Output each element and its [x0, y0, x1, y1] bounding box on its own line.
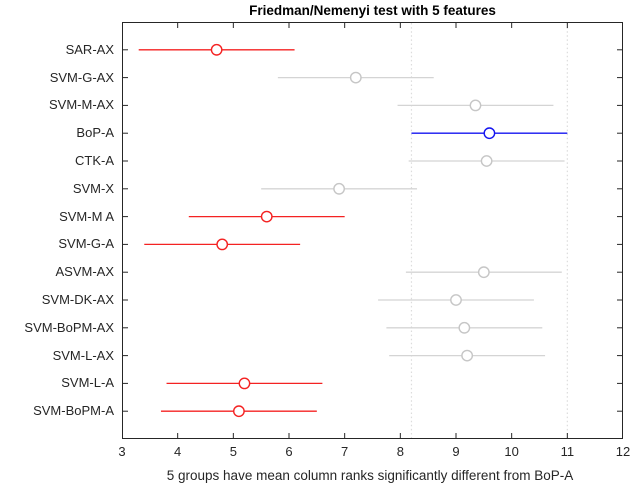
group-mean-marker	[469, 99, 482, 112]
y-axis-label: SVM-BoPM-A	[33, 403, 114, 419]
x-tick-label: 4	[174, 444, 182, 459]
x-tick-label: 7	[341, 444, 349, 459]
x-tick-label: 5	[229, 444, 237, 459]
y-axis-label: SVM-M A	[59, 208, 114, 224]
x-tick-label: 9	[452, 444, 460, 459]
y-axis-label: SVM-BoPM-AX	[24, 319, 114, 335]
chart-title: Friedman/Nemenyi test with 5 features	[249, 3, 496, 18]
group-mean-marker	[210, 43, 223, 56]
y-axis-label: SVM-L-A	[61, 375, 114, 391]
group-mean-marker	[450, 294, 462, 306]
y-axis-label: SVM-M-AX	[49, 97, 114, 113]
x-tick-label: 6	[285, 444, 293, 459]
x-tick-label: 8	[396, 444, 404, 459]
group-mean-marker	[458, 321, 471, 334]
group-mean-marker	[233, 405, 245, 418]
group-mean-marker	[238, 377, 251, 390]
y-axis-label: BoP-A	[76, 125, 114, 141]
group-mean-marker	[260, 210, 273, 223]
y-axis-label: SVM-G-A	[58, 236, 114, 252]
group-mean-marker	[483, 127, 496, 140]
group-mean-marker	[480, 155, 493, 167]
y-axis-label: SAR-AX	[65, 41, 114, 57]
y-axis-label: SVM-DK-AX	[41, 292, 114, 307]
y-axis-label: CTK-A	[75, 153, 114, 168]
axis-box	[122, 22, 623, 439]
group-mean-marker	[349, 71, 362, 84]
x-tick-label: 10	[504, 444, 519, 459]
x-tick-label: 12	[615, 444, 631, 459]
y-axis-label: ASVM-AX	[55, 264, 114, 280]
interval-plot-svg	[121, 22, 624, 439]
y-axis-label: SVM-X	[72, 180, 114, 196]
group-mean-marker	[477, 266, 490, 279]
y-axis-label: SVM-L-AX	[52, 347, 114, 363]
group-mean-marker	[216, 238, 229, 251]
x-tick-label: 11	[560, 444, 575, 459]
x-tick-label: 3	[118, 444, 126, 459]
group-mean-marker	[333, 182, 346, 195]
plot-area	[121, 22, 624, 439]
y-axis-label: SVM-G-AX	[49, 69, 114, 85]
x-axis-label: 5 groups have mean column ranks signific…	[166, 468, 574, 483]
group-mean-marker	[461, 349, 474, 362]
